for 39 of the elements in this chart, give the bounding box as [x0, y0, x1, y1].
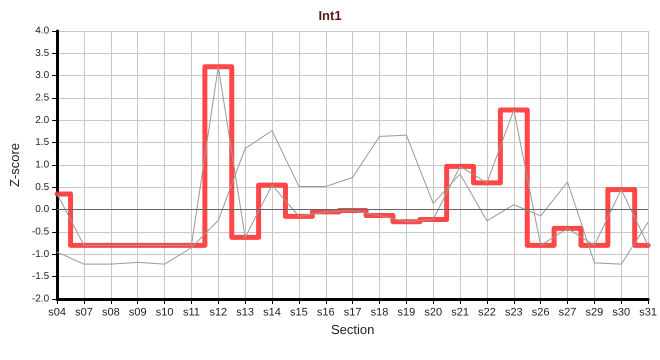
y-tick-label: 0.0	[35, 204, 50, 216]
y-tick-label: 3.5	[35, 48, 50, 59]
x-tick-label: s26	[532, 306, 550, 318]
y-tick-label: 0.5	[35, 182, 50, 193]
x-tick-label: s08	[102, 306, 120, 318]
x-tick-label: s22	[478, 306, 496, 318]
x-tick-label: s23	[504, 306, 523, 318]
y-axis-title: Z-score	[7, 142, 22, 188]
x-axis-title: Section	[330, 322, 374, 337]
x-tick-label: s31	[639, 306, 658, 318]
x-tick-label: s20	[424, 306, 442, 318]
y-tick-label: 2.0	[35, 114, 50, 126]
y-tick-label: -2.0	[32, 294, 50, 304]
x-tick-label: s12	[209, 306, 228, 318]
x-tick-label: s16	[316, 306, 335, 318]
chart-title: Int1	[318, 8, 342, 23]
y-tick-label: -1.0	[32, 248, 50, 260]
x-tick-label: s14	[263, 306, 281, 318]
x-tick-label: s09	[128, 306, 147, 318]
x-tick-label: s15	[290, 306, 308, 318]
y-tick-label: -1.5	[32, 271, 50, 282]
y-tick-label: 4.0	[35, 26, 50, 36]
y-tick-label: 3.0	[35, 70, 50, 82]
x-tick-label: s13	[236, 306, 254, 318]
x-tick-label: s07	[75, 306, 93, 318]
x-tick-label: s27	[558, 306, 576, 318]
y-tick-label: -0.5	[32, 226, 50, 238]
x-tick-label: s17	[344, 306, 362, 318]
x-tick-label: s19	[397, 306, 416, 318]
x-tick-label: s18	[370, 306, 388, 318]
x-tick-label: s29	[586, 306, 604, 318]
x-tick-label: s10	[156, 306, 174, 318]
y-tick-label: 1.0	[35, 160, 50, 170]
y-tick-label: 2.5	[35, 92, 50, 104]
x-tick-label: s11	[182, 306, 200, 318]
x-tick-label: s04	[48, 306, 66, 318]
x-tick-label: s21	[451, 306, 469, 318]
x-tick-label: s30	[612, 306, 630, 318]
y-tick-label: 1.5	[35, 137, 50, 148]
